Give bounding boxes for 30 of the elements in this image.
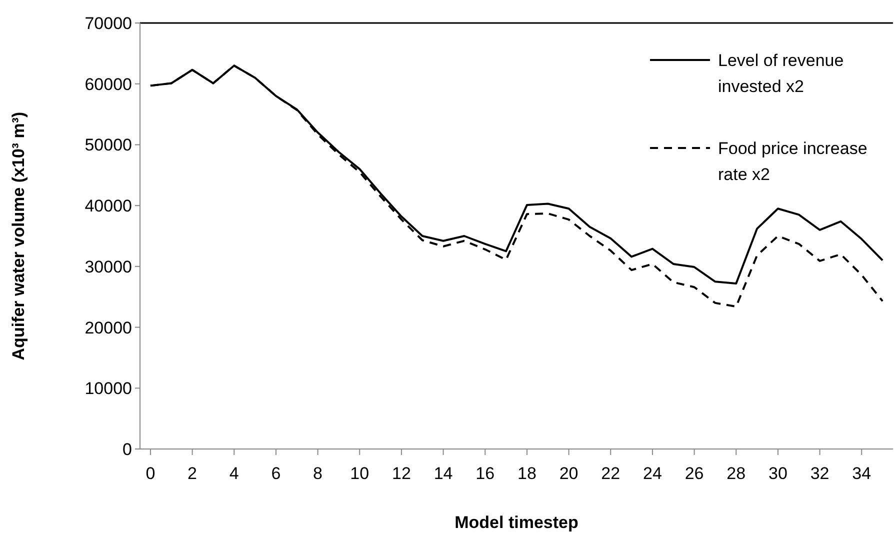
x-tick-label: 32	[810, 464, 830, 483]
y-tick-label: 0	[122, 440, 132, 459]
x-tick-label: 20	[559, 464, 578, 483]
y-tick-label: 70000	[84, 14, 132, 33]
x-tick-label: 26	[684, 464, 704, 483]
legend-label: Level of revenue invested x2	[718, 51, 844, 96]
y-tick-label: 10000	[84, 379, 132, 398]
y-tick-label: 30000	[84, 257, 132, 276]
y-tick-label: 20000	[84, 318, 132, 338]
x-tick-label: 16	[476, 464, 495, 483]
x-tick-label: 10	[350, 464, 370, 483]
x-tick-label: 6	[271, 464, 281, 483]
x-axis-title: Model timestep	[454, 513, 578, 532]
y-tick-label: 40000	[84, 196, 132, 216]
x-tick-label: 34	[852, 464, 872, 483]
x-tick-label: 30	[768, 464, 788, 483]
x-tick-label: 24	[642, 464, 662, 483]
x-tick-label: 0	[146, 464, 156, 483]
legend-label: Food price increase rate x2	[718, 139, 868, 184]
y-tick-label: 60000	[84, 74, 132, 94]
x-tick-label: 18	[517, 464, 536, 483]
x-tick-label: 14	[434, 464, 453, 483]
x-tick-label: 4	[229, 464, 239, 483]
x-tick-label: 12	[392, 464, 411, 483]
y-axis-title: Aquifer water volume (x10³ m³)	[9, 112, 28, 360]
x-tick-label: 22	[601, 464, 620, 483]
y-tick-label: 50000	[84, 136, 132, 155]
x-tick-label: 8	[313, 464, 323, 483]
x-tick-label: 2	[188, 464, 198, 483]
x-tick-label: 28	[726, 464, 746, 483]
